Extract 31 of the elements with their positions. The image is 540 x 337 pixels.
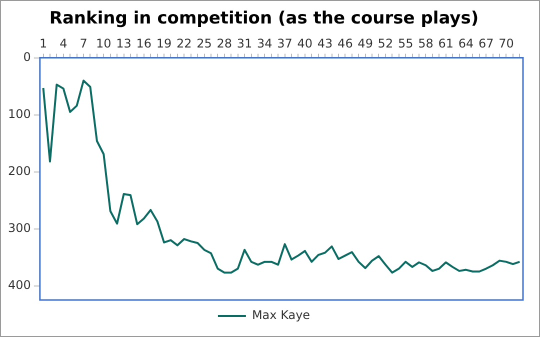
x-tick-label: 70	[498, 36, 514, 51]
x-tick-label: 22	[176, 36, 192, 51]
x-tick-label: 40	[297, 36, 313, 51]
x-tick-label: 37	[277, 36, 292, 51]
x-tick-label: 28	[216, 36, 232, 51]
x-tick-label: 55	[398, 36, 414, 51]
x-tick-label: 64	[458, 36, 474, 51]
x-tick-label: 19	[156, 36, 172, 51]
x-tick-label: 58	[418, 36, 434, 51]
x-tick-label: 49	[358, 36, 373, 51]
x-tick-label: 4	[60, 36, 68, 51]
y-tick-label: 300	[8, 220, 31, 235]
x-tick-label: 43	[317, 36, 333, 51]
x-tick-label: 34	[257, 36, 272, 51]
x-tick-label: 13	[116, 36, 132, 51]
x-tick-label: 46	[338, 36, 353, 51]
x-tick-label: 52	[378, 36, 394, 51]
y-tick-label: 200	[8, 164, 31, 178]
x-tick-label: 25	[196, 36, 212, 51]
x-tick-label: 10	[96, 36, 112, 51]
y-tick-label: 400	[8, 278, 31, 292]
x-tick-label: 31	[236, 36, 252, 51]
x-tick-label: 61	[438, 36, 454, 51]
y-tick-label: 100	[8, 106, 31, 121]
x-tick-label: 7	[80, 36, 88, 51]
y-tick-label: 0	[23, 50, 31, 64]
x-tick-label: 67	[478, 36, 494, 51]
chart-title: Ranking in competition (as the course plays)	[49, 8, 479, 29]
x-tick-label: 16	[136, 36, 152, 51]
legend-label: Max Kaye	[252, 308, 310, 322]
x-tick-label: 1	[39, 36, 48, 51]
